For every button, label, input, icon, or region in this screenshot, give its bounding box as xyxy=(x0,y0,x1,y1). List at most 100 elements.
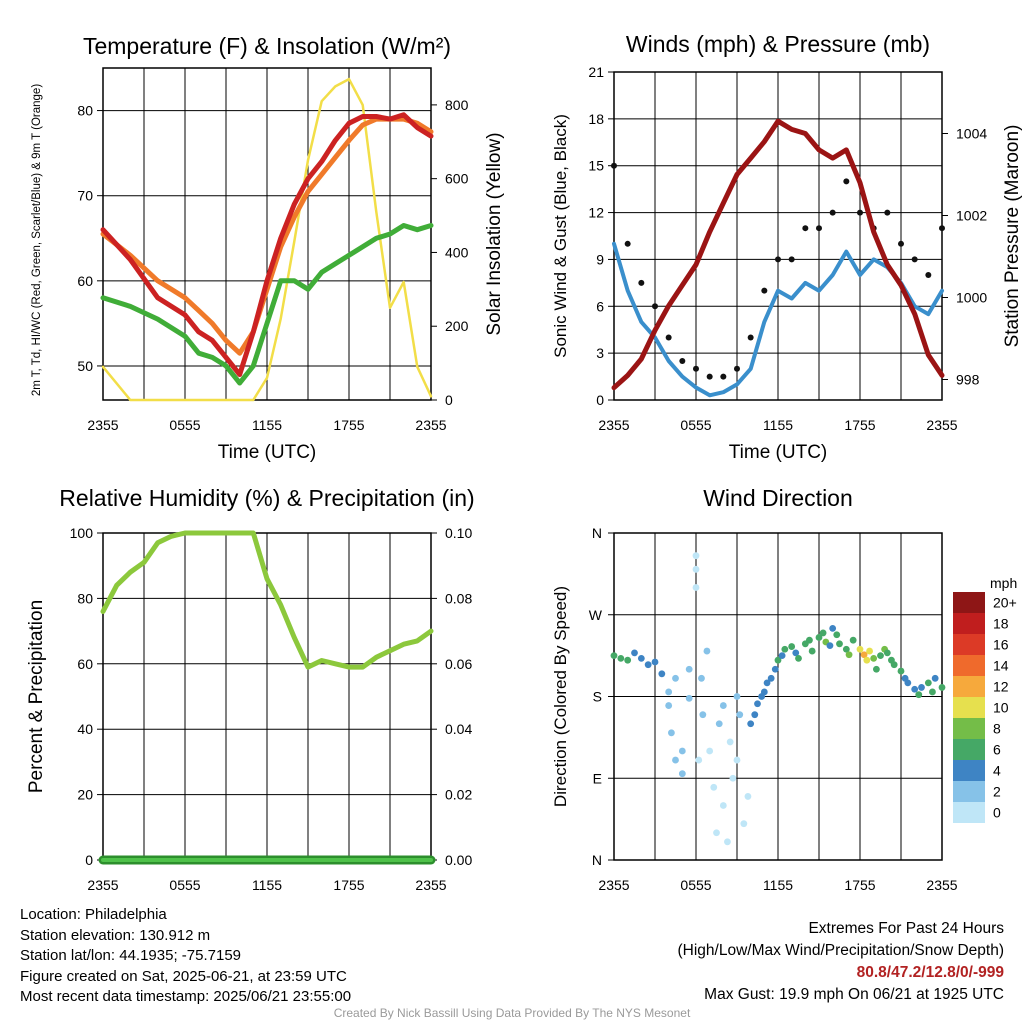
y-tick-label-right: 0.08 xyxy=(445,590,472,606)
y-axis-label-right: Solar Insolation (Yellow) xyxy=(484,132,505,335)
legend-swatch xyxy=(953,802,985,823)
series-line-humidity xyxy=(100,530,434,670)
gust-point xyxy=(843,178,850,185)
x-tick-label: 0555 xyxy=(680,417,711,433)
gust-point xyxy=(816,225,822,232)
legend-swatch xyxy=(953,634,985,655)
direction-point xyxy=(637,654,645,662)
direction-point xyxy=(747,720,755,728)
direction-point xyxy=(754,700,761,708)
x-tick-label: 2355 xyxy=(415,877,446,893)
direction-point xyxy=(740,820,748,828)
direction-point xyxy=(866,647,873,655)
direction-point xyxy=(863,656,871,664)
direction-point xyxy=(806,636,813,644)
y-tick-label: 70 xyxy=(77,188,93,204)
legend-swatch xyxy=(953,592,985,613)
direction-point xyxy=(672,674,679,682)
chart-title: Temperature (F) & Insolation (W/m²) xyxy=(83,33,451,59)
station-info: Location: Philadelphia Station elevation… xyxy=(20,905,351,1008)
y-tick-label: N xyxy=(592,525,602,541)
x-tick-label: 2355 xyxy=(87,417,118,433)
figure-created-text: Figure created on Sat, 2025-06-21, at 23… xyxy=(20,967,347,985)
y-tick-label: 9 xyxy=(596,251,604,267)
chart-title: Winds (mph) & Pressure (mb) xyxy=(626,31,930,57)
legend-swatch xyxy=(953,613,985,634)
direction-point xyxy=(918,684,925,691)
y-tick-label: 50 xyxy=(77,358,93,374)
direction-point xyxy=(815,634,823,641)
y-tick-label: 18 xyxy=(588,111,604,127)
x-tick-label: 1755 xyxy=(333,877,364,893)
y-tick-label: 100 xyxy=(70,525,94,541)
direction-point xyxy=(692,552,700,560)
x-tick-label: 0555 xyxy=(169,877,200,893)
direction-point xyxy=(763,679,771,687)
direction-point xyxy=(771,665,779,673)
extremes-panel: Extremes For Past 24 Hours (High/Low/Max… xyxy=(678,918,1005,1006)
direction-point xyxy=(845,651,853,659)
series-line-pressure xyxy=(611,118,945,391)
x-tick-label: 1755 xyxy=(333,417,364,433)
y-tick-label-right: 0.00 xyxy=(445,852,472,868)
direction-point xyxy=(706,747,714,755)
direction-point xyxy=(644,661,652,669)
gust-point xyxy=(720,373,727,380)
direction-point xyxy=(678,770,686,778)
y-tick-label: N xyxy=(592,852,602,868)
extremes-values: 80.8/47.2/12.8/0/-999 xyxy=(856,964,1004,981)
direction-point xyxy=(617,654,625,662)
legend-swatch xyxy=(953,655,985,676)
direction-point xyxy=(692,565,700,573)
y-tick-label: 12 xyxy=(588,205,604,221)
y-tick-label-right: 0.10 xyxy=(445,525,472,541)
gust-point xyxy=(775,256,781,263)
x-tick-label: 2355 xyxy=(415,417,446,433)
direction-point xyxy=(751,711,759,719)
y-tick-label: 60 xyxy=(77,273,93,289)
y-tick-label-right: 1004 xyxy=(956,126,987,142)
x-tick-label: 2355 xyxy=(87,877,118,893)
x-tick-label: 1755 xyxy=(844,417,875,433)
direction-point xyxy=(819,629,827,637)
legend-title: mph xyxy=(990,575,1017,591)
direction-point xyxy=(808,647,816,655)
extremes-title: Extremes For Past 24 Hours xyxy=(808,920,1004,937)
direction-point xyxy=(778,652,786,660)
x-tick-label: 1755 xyxy=(844,877,875,893)
gust-point xyxy=(911,256,918,263)
gust-point xyxy=(761,287,768,294)
x-tick-label: 1155 xyxy=(252,877,282,893)
direction-point xyxy=(729,774,737,782)
direction-point xyxy=(873,665,880,673)
direction-point xyxy=(781,645,789,653)
direction-point xyxy=(795,654,802,662)
direction-point xyxy=(883,649,891,657)
direction-point xyxy=(938,684,946,691)
direction-point xyxy=(699,711,707,719)
legend-label: 18 xyxy=(993,616,1009,632)
x-tick-label: 2355 xyxy=(598,417,629,433)
legend-swatch xyxy=(953,697,985,718)
y-tick-label-right: 0.02 xyxy=(445,787,472,803)
direction-point xyxy=(842,645,850,653)
gust-point xyxy=(611,162,617,169)
direction-point xyxy=(665,702,673,709)
gust-point xyxy=(925,272,932,279)
direction-point xyxy=(713,829,720,837)
y-tick-label-right: 800 xyxy=(445,97,469,113)
legend-label: 6 xyxy=(993,742,1001,758)
y-tick-label: 80 xyxy=(77,103,93,119)
x-tick-label: 1155 xyxy=(763,877,793,893)
direction-point xyxy=(877,652,884,660)
y-tick-label: 15 xyxy=(588,158,604,174)
direction-point xyxy=(897,667,905,675)
y-tick-label: S xyxy=(593,689,602,705)
y-tick-label: 60 xyxy=(77,656,93,672)
direction-point xyxy=(744,793,752,800)
legend-label: 14 xyxy=(993,658,1009,674)
x-axis-label: Time (UTC) xyxy=(218,442,317,463)
x-tick-label: 2355 xyxy=(926,417,957,433)
direction-point xyxy=(788,643,796,650)
y-tick-label-right: 0.06 xyxy=(445,656,472,672)
